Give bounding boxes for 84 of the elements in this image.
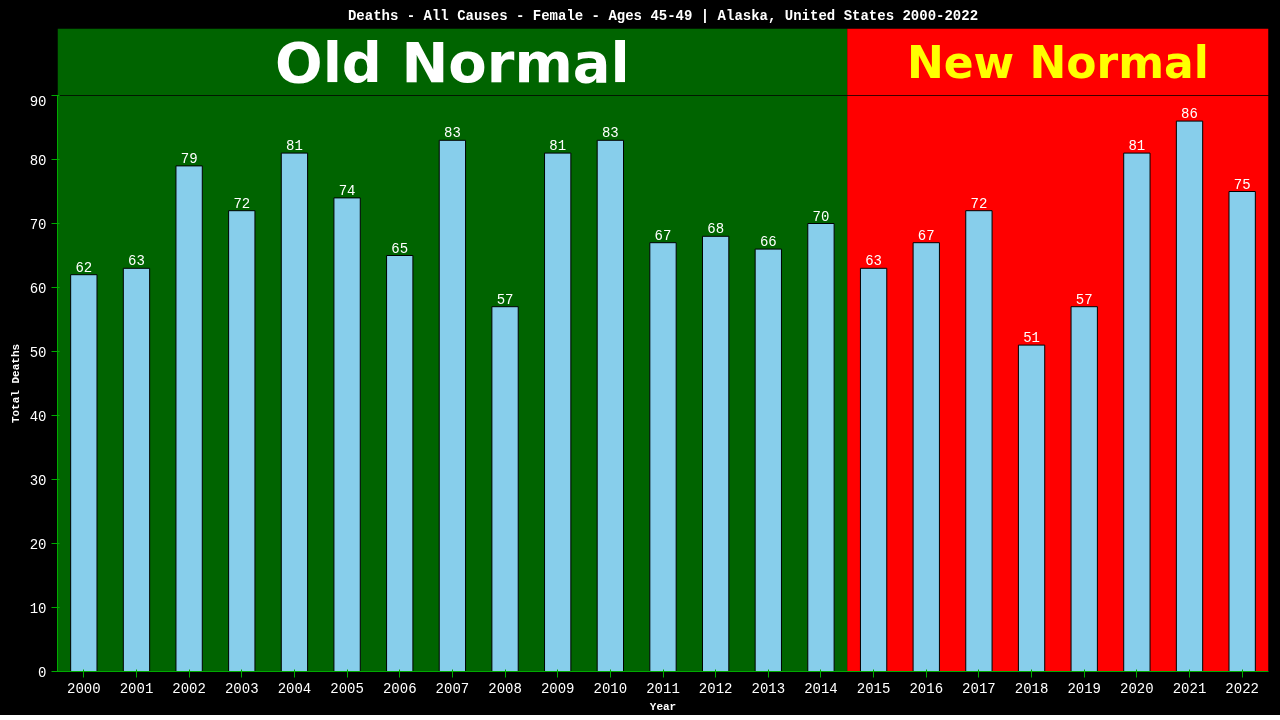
bar [1123, 152, 1151, 672]
x-tick-label: 2007 [435, 680, 470, 697]
data-label: 65 [391, 240, 409, 257]
band-label: New Normal [906, 36, 1209, 88]
x-tick-label: 2019 [1067, 680, 1102, 697]
bar [701, 235, 730, 672]
bar [491, 306, 519, 672]
bar [1175, 120, 1204, 672]
bar [386, 255, 414, 672]
bar [859, 267, 888, 672]
band-label: Old Normal [275, 29, 630, 95]
data-label: 67 [654, 227, 672, 244]
x-tick-label: 2014 [804, 680, 838, 697]
x-tick-label: 2010 [593, 680, 628, 697]
data-label: 72 [970, 195, 988, 212]
data-label: 83 [443, 125, 461, 142]
bar [544, 152, 572, 672]
y-tick-label: 80 [29, 152, 47, 169]
x-tick-label: 2017 [962, 680, 996, 697]
bar [596, 139, 625, 672]
y-tick-label: 30 [29, 472, 47, 489]
x-tick-label: 2004 [277, 680, 312, 697]
bar [438, 139, 467, 672]
x-tick-label: 2003 [224, 680, 259, 697]
bar [912, 242, 940, 672]
data-label: 75 [1233, 176, 1251, 193]
data-label: 63 [865, 253, 883, 270]
data-label: 81 [549, 138, 567, 155]
bar [807, 223, 835, 672]
bar [1017, 344, 1046, 672]
data-label: 67 [917, 227, 935, 244]
data-label: 83 [601, 125, 619, 142]
data-label: 66 [759, 234, 777, 251]
y-tick-label: 10 [29, 600, 47, 617]
bar [175, 165, 203, 672]
x-tick-label: 2018 [1014, 680, 1049, 697]
bar [122, 267, 151, 672]
data-label: 79 [180, 150, 198, 167]
data-label: 81 [286, 138, 303, 155]
bar [965, 210, 993, 672]
bar [333, 197, 361, 672]
y-tick-label: 70 [29, 216, 47, 233]
data-label: 51 [1023, 330, 1040, 347]
data-label: 74 [338, 182, 356, 199]
x-tick-label: 2008 [488, 680, 522, 697]
x-tick-label: 2022 [1225, 680, 1259, 697]
data-label: 68 [707, 221, 725, 238]
x-tick-label: 2001 [119, 680, 154, 697]
bar [649, 242, 677, 672]
x-tick-label: 2011 [646, 680, 680, 697]
chart-title: Deaths - All Causes - Female - Ages 45-49 | Alaska, United States 2000-2022 [347, 7, 979, 24]
data-label: 57 [496, 291, 514, 308]
x-tick-label: 2020 [1120, 680, 1154, 697]
bar [280, 152, 309, 672]
data-label: 81 [1128, 138, 1146, 155]
x-tick-label: 2012 [698, 680, 733, 697]
y-axis-title: Total Deaths [9, 343, 22, 424]
bar [1070, 306, 1098, 672]
x-tick-label: 2016 [909, 680, 944, 697]
data-label: 62 [75, 259, 93, 276]
x-axis-title: Year [649, 700, 677, 713]
data-label: 72 [233, 195, 251, 212]
x-tick-label: 2021 [1172, 680, 1207, 697]
x-tick-label: 2013 [751, 680, 786, 697]
y-tick-label: 50 [29, 344, 47, 361]
y-tick-label: 60 [29, 280, 47, 297]
y-tick-label: 20 [29, 536, 47, 553]
data-label: 57 [1075, 291, 1093, 308]
x-tick-label: 2006 [382, 680, 417, 697]
x-tick-label: 2002 [172, 680, 206, 697]
data-label: 86 [1181, 106, 1198, 123]
x-tick-label: 2000 [67, 680, 101, 697]
y-tick-label: 0 [38, 664, 47, 681]
bar [70, 274, 98, 672]
bar [1228, 191, 1256, 672]
x-tick-label: 2015 [856, 680, 891, 697]
y-tick-label: 40 [29, 408, 47, 425]
x-tick-label: 2005 [330, 680, 364, 697]
y-tick-label: 90 [29, 93, 47, 110]
x-tick-label: 2009 [540, 680, 575, 697]
data-label: 63 [128, 253, 145, 270]
bar [754, 248, 782, 672]
bar [228, 210, 256, 672]
data-label: 70 [812, 208, 830, 225]
